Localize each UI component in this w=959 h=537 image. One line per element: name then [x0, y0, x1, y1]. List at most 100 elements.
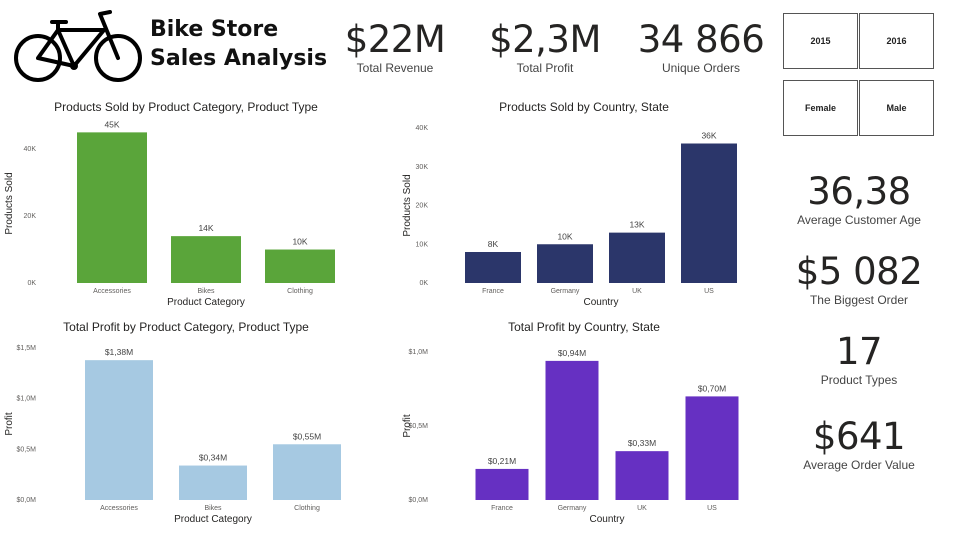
x-tick-label: US [704, 288, 714, 295]
page-title-line1: Bike Store [150, 17, 279, 42]
kpi-value: 34 866 [637, 18, 765, 61]
slicer-gender-female[interactable]: Female [783, 80, 858, 136]
y-tick-label: 30K [416, 164, 429, 171]
data-label: $0,70M [698, 383, 726, 393]
kpi-total-revenue: $22M Total Revenue [340, 18, 450, 75]
kpi-biggest-order: $5 082 The Biggest Order [784, 250, 934, 307]
kpi-value: $5 082 [795, 250, 923, 293]
x-tick-label: Bikes [204, 505, 222, 512]
data-label: $0,34M [199, 453, 227, 463]
y-tick-label: $0,0M [409, 497, 429, 504]
chart-title: Total Profit by Country, State [508, 320, 660, 334]
y-tick-label: $1,0M [17, 396, 37, 403]
x-tick-label: Accessories [93, 288, 131, 295]
bar-chart-products-by-country: 0K 10K 20K 30K 40K 8K France 10K Germany 13K UK 36K… [402, 125, 737, 308]
bar-france[interactable] [465, 252, 521, 283]
kpi-label: Total Revenue [356, 61, 434, 75]
x-tick-label: Bikes [197, 288, 215, 295]
bar-bikes[interactable] [179, 465, 247, 500]
bar-us[interactable] [685, 396, 739, 500]
kpi-label: Average Customer Age [797, 213, 921, 227]
bar-bikes[interactable] [171, 236, 241, 283]
bar-uk[interactable] [609, 232, 665, 283]
data-label: $1,38M [105, 347, 133, 357]
page-title-line2: Sales Analysis [150, 46, 328, 71]
bar-germany[interactable] [537, 244, 593, 283]
data-label: $0,55M [293, 431, 321, 441]
kpi-value: $641 [812, 415, 906, 458]
kpi-value: $22M [344, 18, 446, 61]
slicer-year-2015[interactable]: 2015 [783, 13, 858, 69]
kpi-value: 36,38 [807, 170, 911, 213]
kpi-value: 17 [835, 330, 883, 373]
kpi-label: Unique Orders [661, 61, 741, 75]
bar-germany[interactable] [545, 360, 599, 500]
y-axis-title: Profit [402, 414, 413, 438]
slicer-year-2016[interactable]: 2016 [859, 13, 934, 69]
y-tick-label: 10K [416, 241, 429, 248]
kpi-label: Product Types [820, 373, 898, 387]
data-label: $0,33M [628, 438, 656, 448]
bar-accessories[interactable] [77, 132, 147, 283]
kpi-label: Average Order Value [803, 458, 915, 472]
y-tick-label: 40K [24, 146, 37, 153]
x-tick-label: France [482, 288, 504, 295]
bar-clothing[interactable] [265, 249, 335, 283]
data-label: 10K [557, 231, 572, 241]
data-label: $0,94M [558, 348, 586, 358]
data-label: 10K [292, 237, 307, 247]
x-axis-title: Country [583, 297, 618, 308]
y-axis-title: Products Sold [402, 174, 413, 236]
x-axis-title: Country [589, 514, 624, 525]
chart-title: Total Profit by Product Category, Produc… [63, 320, 309, 334]
y-axis-title: Products Sold [4, 172, 15, 234]
bar-france[interactable] [475, 468, 529, 500]
kpi-product-types: 17 Product Types [784, 330, 934, 387]
x-tick-label: Clothing [287, 288, 313, 295]
bar-uk[interactable] [615, 451, 669, 500]
bar-clothing[interactable] [273, 444, 341, 500]
y-tick-label: $0,5M [17, 446, 37, 453]
chart-title: Products Sold by Product Category, Produ… [54, 100, 318, 114]
data-label: 14K [198, 223, 213, 233]
y-tick-label: $0,0M [17, 497, 37, 504]
kpi-label: The Biggest Order [809, 293, 909, 307]
kpi-value: $2,3M [489, 18, 601, 61]
bar-accessories[interactable] [85, 360, 153, 500]
x-tick-label: UK [637, 505, 647, 512]
y-tick-label: 40K [416, 125, 429, 132]
y-tick-label: 0K [27, 280, 36, 287]
x-tick-label: US [707, 505, 717, 512]
y-tick-label: $0,5M [409, 423, 429, 430]
kpi-average-order-value: $641 Average Order Value [784, 415, 934, 472]
x-axis-title: Product Category [167, 297, 245, 308]
x-tick-label: Clothing [294, 505, 320, 512]
y-tick-label: 20K [416, 203, 429, 210]
x-tick-label: Accessories [100, 505, 138, 512]
slicer-gender-male[interactable]: Male [859, 80, 934, 136]
y-tick-label: 0K [419, 280, 428, 287]
data-label: 45K [104, 119, 119, 129]
bar-chart-profit-by-country: $0,0M $0,5M $1,0M $0,21M France $0,94M Germany… [402, 348, 739, 525]
data-label: 8K [488, 239, 499, 249]
chart-title: Products Sold by Country, State [499, 100, 669, 114]
kpi-unique-orders: 34 866 Unique Orders [630, 18, 772, 75]
y-axis-title: Profit [4, 412, 15, 436]
x-tick-label: France [491, 505, 513, 512]
kpi-total-profit: $2,3M Total Profit [485, 18, 605, 75]
x-tick-label: Germany [551, 288, 580, 295]
bar-chart-products-by-category: 0K 20K 40K 45K Accessories 14K Bikes 10K Clothin… [4, 119, 335, 308]
bar-chart-profit-by-category: $0,0M $0,5M $1,0M $1,5M $1,38M Accessories $0,… [4, 345, 341, 525]
kpi-label: Total Profit [516, 61, 574, 75]
y-tick-label: $1,5M [17, 345, 37, 352]
bar-us[interactable] [681, 143, 737, 284]
kpi-average-customer-age: 36,38 Average Customer Age [784, 170, 934, 227]
bicycle-icon [14, 10, 142, 82]
y-tick-label: $1,0M [409, 349, 429, 356]
x-tick-label: Germany [558, 505, 587, 512]
data-label: 13K [629, 220, 644, 230]
data-label: $0,21M [488, 456, 516, 466]
data-label: 36K [701, 131, 716, 141]
x-axis-title: Product Category [174, 514, 252, 525]
x-tick-label: UK [632, 288, 642, 295]
